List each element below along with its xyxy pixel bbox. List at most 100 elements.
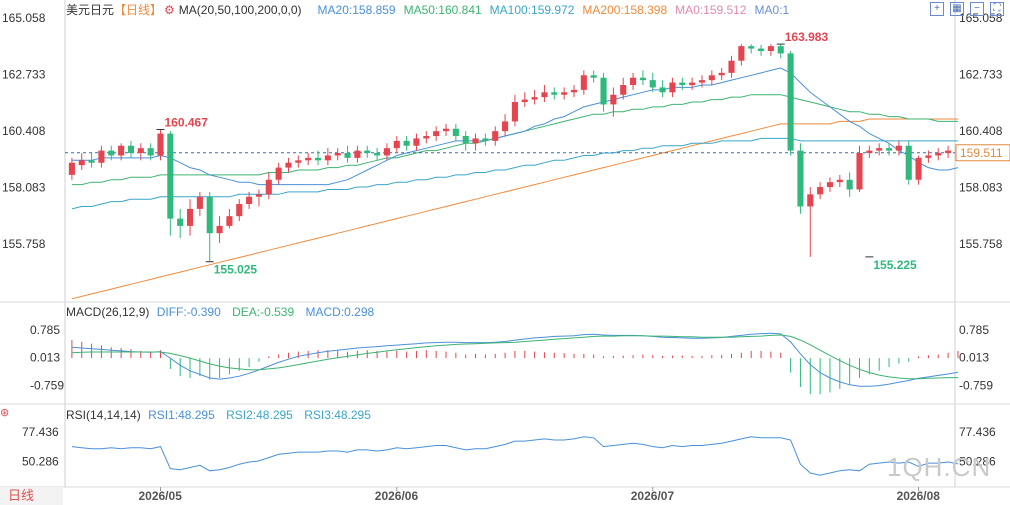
candle-body bbox=[147, 148, 154, 156]
candle-body bbox=[689, 82, 696, 86]
annotation-label: 155.025 bbox=[214, 263, 258, 277]
rsi-tick-left: 50.286 bbox=[22, 455, 59, 469]
ma-values: MA20:158.859 MA50:160.841 MA100:159.972 MA2… bbox=[310, 3, 790, 17]
top-toolbar: + ▦ − ⛶ bbox=[930, 2, 1004, 16]
current-price-label: 159.511 bbox=[960, 146, 1003, 160]
candle-body bbox=[285, 162, 292, 168]
candle-body bbox=[541, 92, 548, 98]
candle-body bbox=[314, 157, 322, 161]
ma-value-3: MA200:158.398 bbox=[582, 3, 668, 17]
candle-body bbox=[157, 133, 164, 156]
macd-diff-line bbox=[71, 332, 959, 387]
candle-body bbox=[177, 218, 184, 226]
candle-body bbox=[374, 153, 381, 156]
candle-body bbox=[807, 194, 814, 207]
candle-body bbox=[334, 153, 341, 156]
candle-body bbox=[876, 148, 883, 151]
candle-body bbox=[521, 99, 528, 103]
price-tick-left: 158.083 bbox=[2, 180, 46, 194]
candle-body bbox=[78, 160, 85, 166]
candle-body bbox=[216, 225, 223, 234]
candle-body bbox=[137, 148, 144, 154]
candle-body bbox=[748, 46, 755, 49]
candle-body bbox=[767, 46, 774, 51]
main-legend: 美元日元【日线】 ⚙ MA(20,50,100,200,0,0) MA20:158.8… bbox=[66, 1, 789, 18]
candle-body bbox=[590, 75, 597, 78]
ma100-line bbox=[71, 137, 958, 210]
candle-body bbox=[679, 82, 686, 86]
ma-value-0: MA20:158.859 bbox=[317, 3, 396, 17]
rsi3-label: RSI3:48.295 bbox=[304, 408, 371, 422]
rsi-legend: RSI(14,14,14) RSI1:48.295 RSI2:48.295 RS… bbox=[66, 408, 379, 422]
candle-body bbox=[196, 196, 203, 209]
candle-body bbox=[305, 157, 312, 161]
candle-body bbox=[364, 150, 371, 154]
macd-dea-line bbox=[71, 334, 958, 380]
candle-body bbox=[423, 136, 430, 139]
candle-body bbox=[236, 204, 243, 217]
annotation-label: 160.467 bbox=[164, 116, 208, 130]
candle-body bbox=[630, 77, 637, 86]
candle-body bbox=[580, 75, 587, 90]
rsi2-label: RSI2:48.295 bbox=[226, 408, 293, 422]
candle-body bbox=[127, 145, 135, 154]
candle-body bbox=[698, 80, 706, 83]
annotation-label: 155.225 bbox=[873, 258, 917, 272]
timeframe-tab[interactable]: 日线 bbox=[0, 487, 63, 505]
candle-body bbox=[925, 155, 932, 158]
fullscreen-icon[interactable]: ⛶ bbox=[990, 2, 1004, 16]
date-tick-label: 2026/06 bbox=[375, 489, 419, 503]
candle-body bbox=[413, 138, 420, 146]
candle-body bbox=[393, 140, 400, 149]
ma20-line bbox=[71, 67, 959, 186]
ma-value-1: MA50:160.841 bbox=[403, 3, 482, 17]
macd-value-label: MACD:0.298 bbox=[305, 305, 375, 319]
macd-diff-label: DIFF:-0.390 bbox=[156, 305, 221, 319]
candle-body bbox=[492, 131, 499, 141]
candle-body bbox=[403, 140, 410, 146]
candle-body bbox=[738, 46, 745, 61]
candle-body bbox=[639, 77, 646, 81]
candle-body bbox=[344, 153, 351, 158]
expand-icon[interactable]: + bbox=[930, 2, 944, 16]
candle-body bbox=[167, 133, 174, 219]
candle-body bbox=[777, 46, 784, 54]
rsi-tick-left: 77.436 bbox=[22, 425, 59, 439]
collapse-icon[interactable]: − bbox=[970, 2, 984, 16]
candle-body bbox=[226, 216, 233, 226]
candle-body bbox=[757, 48, 765, 51]
candle-body bbox=[561, 92, 568, 95]
grid-icon[interactable]: ▦ bbox=[950, 2, 964, 16]
candle-body bbox=[817, 187, 824, 195]
candle-body bbox=[570, 89, 578, 93]
candle-body bbox=[186, 208, 194, 226]
price-tick-right: 158.083 bbox=[959, 180, 1003, 194]
crosshair-icon[interactable]: ⊛ bbox=[0, 407, 10, 419]
symbol-label: 美元日元 bbox=[66, 3, 115, 17]
price-tick-right: 165.058 bbox=[959, 11, 1003, 25]
candle-body bbox=[600, 77, 607, 105]
ma-value-5: MA0:1 bbox=[754, 3, 790, 17]
candle-body bbox=[659, 87, 666, 93]
macd-tick-left: 0.013 bbox=[30, 351, 60, 365]
candle-body bbox=[718, 72, 725, 76]
candle-body bbox=[433, 131, 440, 137]
date-tick-label: 2026/08 bbox=[897, 489, 941, 503]
candle-body bbox=[935, 153, 942, 156]
current-price-box bbox=[955, 144, 1010, 162]
ma-value-2: MA100:159.972 bbox=[489, 3, 575, 17]
candle-body bbox=[856, 153, 863, 190]
candle-body bbox=[275, 167, 282, 180]
candle-body bbox=[98, 150, 105, 163]
timeframe-label: 【日线】 bbox=[114, 3, 163, 17]
price-tick-right: 155.758 bbox=[959, 237, 1003, 251]
date-tick-label: 2026/07 bbox=[631, 489, 675, 503]
gear-icon[interactable]: ⚙ bbox=[164, 3, 175, 17]
annotation-label: 163.983 bbox=[785, 30, 829, 44]
price-tick-left: 162.733 bbox=[2, 67, 46, 81]
candle-body bbox=[836, 179, 843, 183]
candle-body bbox=[895, 145, 902, 151]
rsi-params-label: RSI(14,14,14) bbox=[66, 408, 141, 422]
candle-body bbox=[610, 94, 617, 105]
